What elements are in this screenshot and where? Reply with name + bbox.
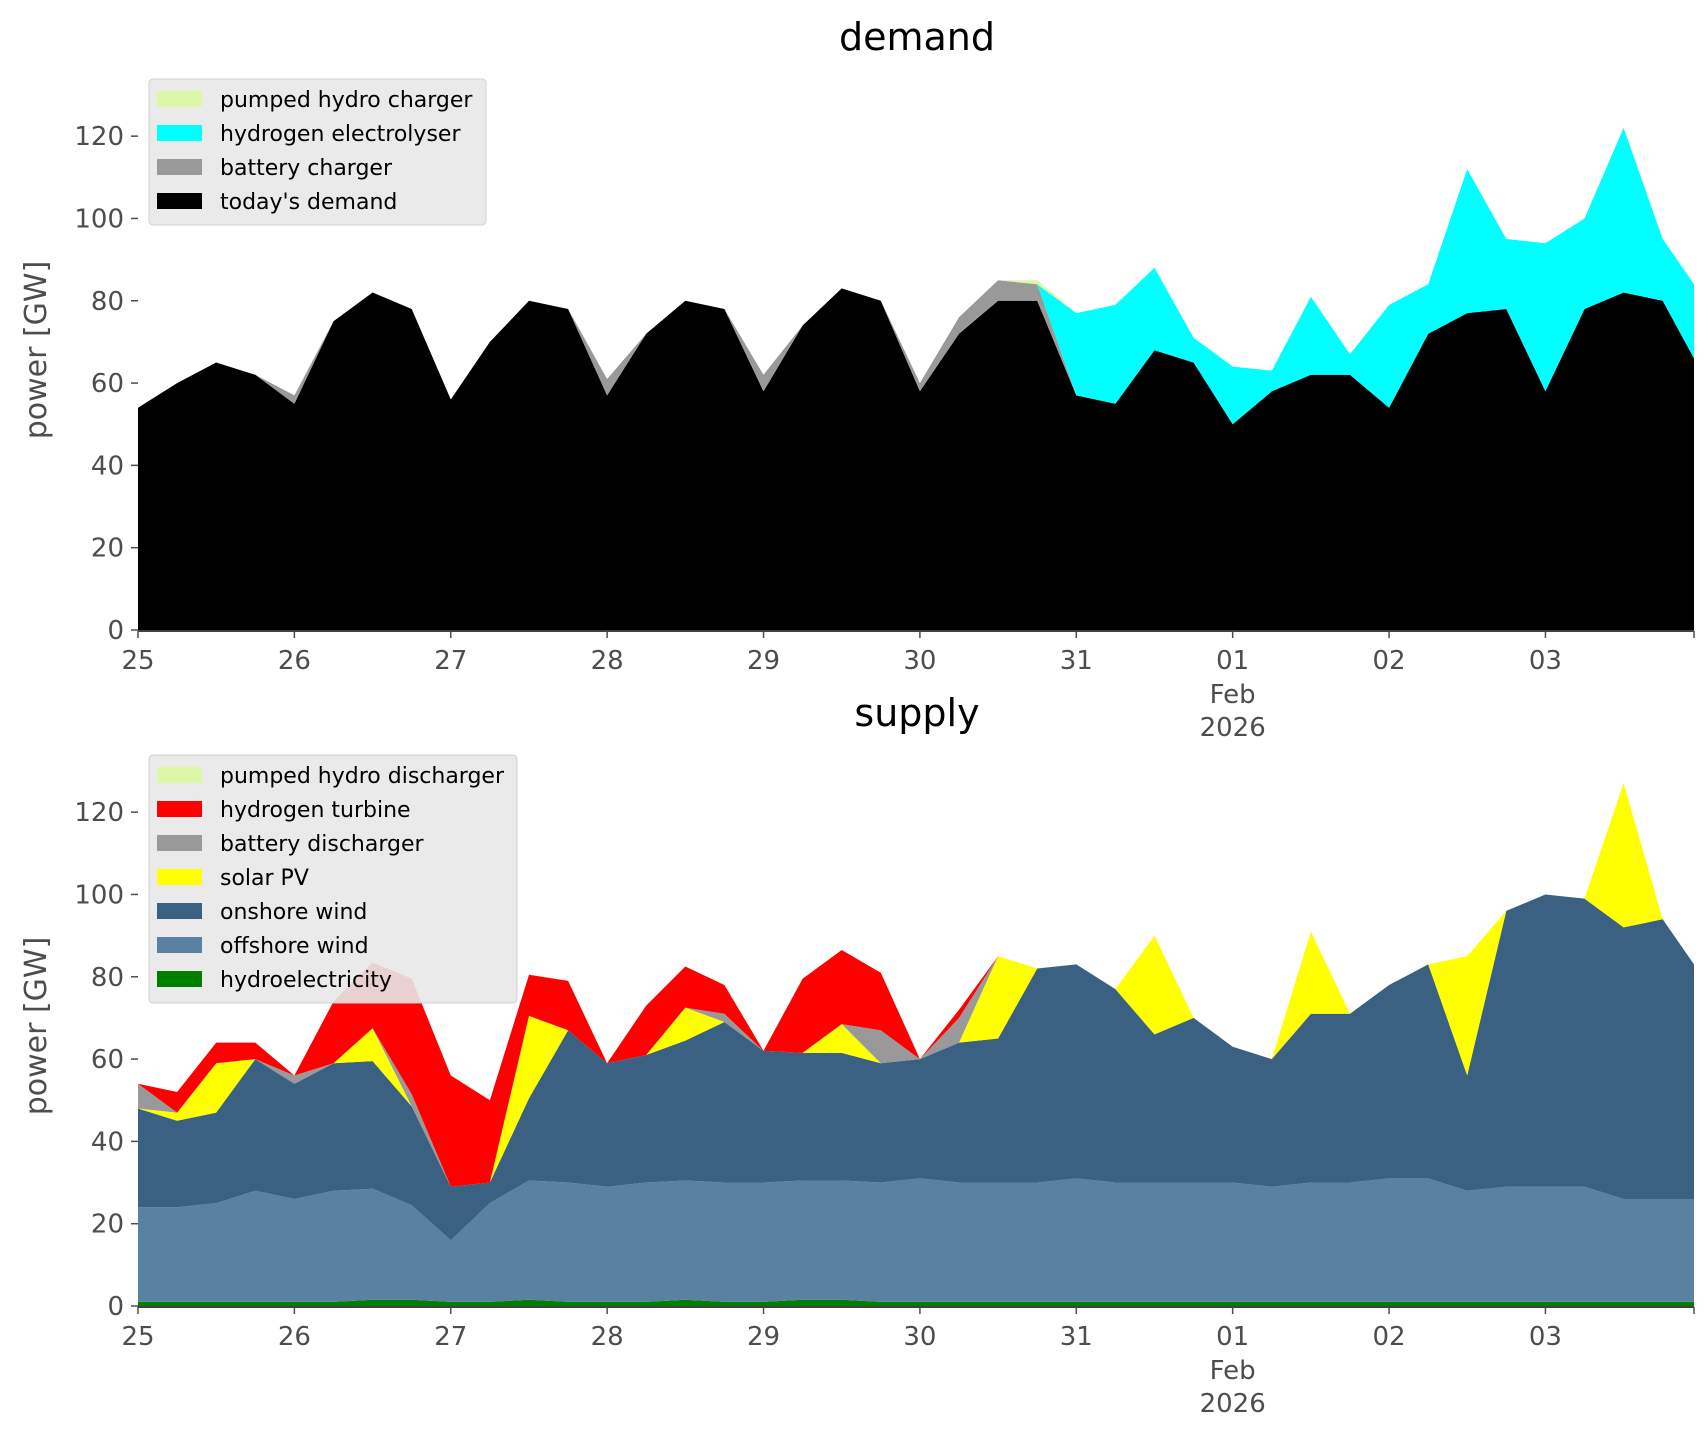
legend-swatch-solar-pv xyxy=(157,869,202,885)
legend-label: hydrogen turbine xyxy=(220,798,411,823)
area-layer xyxy=(138,783,1694,1306)
x-tick-label: 03 xyxy=(1529,1322,1562,1352)
legend-swatch-pumped-hydro-discharger xyxy=(157,767,202,783)
y-tick-label: 100 xyxy=(74,880,124,910)
area-offshore-wind xyxy=(138,1178,1694,1302)
x-tick-label: 26 xyxy=(278,1322,311,1352)
legend-label: battery charger xyxy=(220,156,393,181)
legend-label: onshore wind xyxy=(220,900,367,925)
legend-swatch-pumped-hydro-charger xyxy=(157,91,202,107)
x-tick-label: 28 xyxy=(591,646,624,676)
y-tick-label: 80 xyxy=(91,963,124,993)
legend-swatch-hydrogen-electrolyser xyxy=(157,125,202,141)
legend: pumped hydro charger hydrogen electrolyse… xyxy=(148,78,487,226)
area-hydrogen-electrolyser xyxy=(138,127,1694,425)
y-axis-label: power [GW] xyxy=(19,261,54,440)
legend-label: hydroelectricity xyxy=(220,968,392,993)
x-month-label: Feb xyxy=(1210,680,1256,710)
legend-label: battery discharger xyxy=(220,832,425,857)
area-onshore-wind xyxy=(138,894,1694,1241)
axes: 0 20 40 60 80 100 120 25 26 27 28 29 30 31 01 02 03 Feb20… xyxy=(74,122,1695,743)
x-tick-label: 01 xyxy=(1216,1322,1249,1352)
y-tick-label: 80 xyxy=(91,287,124,317)
legend-label: solar PV xyxy=(220,866,309,891)
y-tick-label: 20 xyxy=(91,1210,124,1240)
x-tick-label: 25 xyxy=(121,1322,154,1352)
x-month-label: Feb xyxy=(1210,1356,1256,1386)
area-hydroelectricity xyxy=(138,1299,1694,1306)
x-tick-label: 02 xyxy=(1373,646,1406,676)
x-tick-label: 27 xyxy=(434,646,467,676)
x-tick-label: 27 xyxy=(434,1322,467,1352)
area-solar-pv xyxy=(138,783,1694,1187)
x-year-label: 2026 xyxy=(1200,1389,1266,1419)
legend: pumped hydro discharger hydrogen turbine b… xyxy=(148,754,518,1004)
x-tick-label: 31 xyxy=(1060,1322,1093,1352)
x-tick-label: 30 xyxy=(903,646,936,676)
x-tick-label: 01 xyxy=(1216,646,1249,676)
legend-background xyxy=(148,754,518,1004)
x-tick-label: 02 xyxy=(1373,1322,1406,1352)
legend-label: hydrogen electrolyser xyxy=(220,122,461,147)
legend-swatch-today-s-demand xyxy=(157,193,202,209)
legend-swatch-battery-charger xyxy=(157,159,202,175)
chart-title: demand xyxy=(839,15,995,59)
y-tick-label: 60 xyxy=(91,1045,124,1075)
y-tick-label: 120 xyxy=(74,122,124,152)
legend-label: pumped hydro discharger xyxy=(220,764,505,789)
legend-swatch-hydroelectricity xyxy=(157,971,202,987)
axes: 0 20 40 60 80 100 120 25 26 27 28 29 30 31 01 02 03 Feb20… xyxy=(74,798,1695,1419)
legend-swatch-offshore-wind xyxy=(157,937,202,953)
y-tick-label: 20 xyxy=(91,534,124,564)
chart-title: supply xyxy=(854,691,979,735)
y-tick-label: 60 xyxy=(91,369,124,399)
y-tick-label: 40 xyxy=(91,1127,124,1157)
x-tick-label: 29 xyxy=(747,646,780,676)
y-tick-label: 40 xyxy=(91,451,124,481)
area-layer xyxy=(138,127,1694,630)
x-tick-label: 03 xyxy=(1529,646,1562,676)
x-tick-label: 30 xyxy=(903,1322,936,1352)
x-tick-label: 25 xyxy=(121,646,154,676)
legend-swatch-battery-discharger xyxy=(157,835,202,851)
x-year-label: 2026 xyxy=(1200,713,1266,743)
x-tick-label: 28 xyxy=(591,1322,624,1352)
y-tick-label: 0 xyxy=(107,1292,124,1322)
legend-label: pumped hydro charger xyxy=(220,88,473,113)
area-today-s-demand xyxy=(138,288,1694,630)
legend-swatch-onshore-wind xyxy=(157,903,202,919)
x-tick-label: 26 xyxy=(278,646,311,676)
y-axis-label: power [GW] xyxy=(19,937,54,1116)
legend-background xyxy=(148,78,487,226)
legend-swatch-hydrogen-turbine xyxy=(157,801,202,817)
x-tick-label: 31 xyxy=(1060,646,1093,676)
y-tick-label: 100 xyxy=(74,204,124,234)
legend-label: today's demand xyxy=(220,190,397,215)
y-tick-label: 120 xyxy=(74,798,124,828)
x-tick-label: 29 xyxy=(747,1322,780,1352)
y-tick-label: 0 xyxy=(107,616,124,646)
legend-label: offshore wind xyxy=(220,934,369,959)
